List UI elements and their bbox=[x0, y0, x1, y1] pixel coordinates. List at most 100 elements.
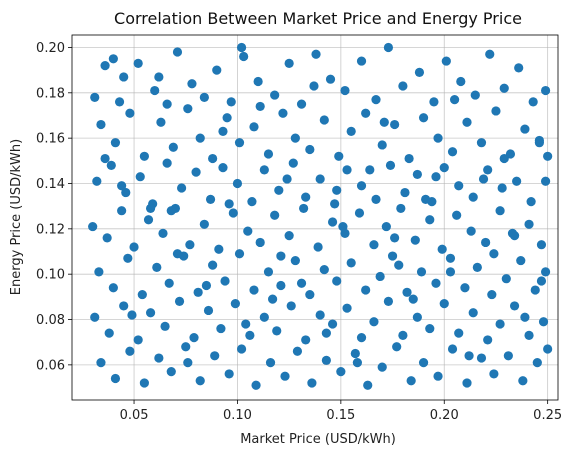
data-point bbox=[509, 301, 520, 311]
data-point bbox=[230, 299, 240, 309]
data-point bbox=[499, 83, 509, 93]
data-point bbox=[280, 371, 290, 381]
data-point bbox=[216, 323, 226, 334]
data-point bbox=[245, 330, 255, 340]
data-point bbox=[518, 376, 528, 386]
data-point bbox=[158, 228, 168, 238]
data-point bbox=[390, 233, 400, 243]
data-point bbox=[290, 255, 300, 266]
data-point bbox=[454, 328, 464, 338]
data-point bbox=[241, 319, 251, 329]
data-point bbox=[447, 147, 458, 157]
data-point bbox=[276, 280, 286, 291]
data-point bbox=[543, 151, 553, 161]
data-point bbox=[137, 289, 147, 300]
data-point bbox=[152, 262, 162, 272]
data-point bbox=[418, 357, 429, 368]
data-point bbox=[383, 296, 394, 306]
data-point bbox=[189, 333, 199, 343]
data-point bbox=[524, 219, 534, 229]
data-point bbox=[464, 351, 474, 361]
data-point bbox=[164, 278, 174, 288]
data-point bbox=[468, 308, 478, 318]
data-point bbox=[199, 92, 209, 102]
data-point bbox=[495, 319, 505, 329]
data-point bbox=[315, 310, 325, 320]
data-point bbox=[497, 183, 507, 193]
data-point bbox=[193, 287, 203, 297]
data-point bbox=[507, 228, 518, 238]
data-point bbox=[449, 95, 460, 105]
data-point bbox=[398, 330, 408, 340]
data-point bbox=[447, 344, 458, 354]
data-point bbox=[288, 158, 298, 168]
data-point bbox=[319, 115, 329, 125]
data-point bbox=[114, 97, 125, 107]
data-point bbox=[412, 312, 422, 322]
data-point bbox=[272, 326, 282, 336]
data-point bbox=[156, 117, 166, 127]
data-point bbox=[166, 206, 176, 216]
data-point bbox=[489, 369, 499, 379]
data-point bbox=[481, 237, 491, 248]
data-point bbox=[301, 192, 311, 202]
data-point bbox=[296, 278, 307, 288]
data-point bbox=[412, 169, 422, 180]
data-point bbox=[396, 203, 406, 214]
data-point bbox=[212, 65, 222, 75]
data-point bbox=[487, 289, 497, 300]
data-point bbox=[129, 242, 139, 252]
data-point bbox=[104, 328, 114, 338]
data-point bbox=[218, 163, 228, 173]
data-point bbox=[354, 208, 365, 218]
data-point bbox=[139, 151, 149, 161]
data-point bbox=[406, 376, 416, 386]
data-point bbox=[321, 328, 331, 338]
y-axis-label: Energy Price (USD/kWh) bbox=[9, 139, 24, 295]
data-point bbox=[342, 165, 352, 175]
data-point bbox=[363, 380, 373, 390]
data-point bbox=[296, 99, 307, 109]
data-point bbox=[90, 312, 100, 322]
data-point bbox=[501, 274, 511, 284]
data-point bbox=[383, 42, 394, 53]
data-point bbox=[369, 317, 379, 327]
data-point bbox=[307, 378, 317, 388]
data-point bbox=[127, 310, 137, 320]
data-point bbox=[536, 276, 547, 286]
data-point bbox=[514, 63, 524, 73]
data-point bbox=[530, 285, 540, 295]
data-point bbox=[431, 172, 441, 182]
data-point bbox=[520, 124, 530, 134]
data-point bbox=[325, 74, 336, 84]
data-point bbox=[282, 174, 292, 184]
data-point bbox=[431, 278, 441, 288]
data-point bbox=[154, 72, 164, 82]
x-tick-label: 0.20 bbox=[430, 408, 459, 423]
data-point bbox=[100, 61, 110, 71]
data-point bbox=[327, 217, 338, 227]
data-point bbox=[210, 351, 220, 361]
data-point bbox=[425, 323, 435, 334]
data-point bbox=[342, 303, 352, 313]
data-point bbox=[119, 72, 129, 82]
data-point bbox=[538, 317, 549, 327]
data-point bbox=[437, 244, 447, 254]
data-point bbox=[239, 51, 249, 62]
data-point bbox=[489, 249, 499, 259]
chart-title: Correlation Between Market Price and Ene… bbox=[114, 9, 522, 28]
data-point bbox=[208, 260, 218, 270]
data-point bbox=[203, 305, 214, 316]
x-tick-label: 0.15 bbox=[326, 408, 355, 423]
data-point bbox=[334, 151, 344, 161]
data-point bbox=[92, 176, 102, 186]
plot-area-frame bbox=[71, 34, 559, 401]
data-point bbox=[540, 267, 551, 277]
data-point bbox=[309, 81, 319, 91]
data-point bbox=[191, 167, 201, 177]
data-point bbox=[321, 355, 331, 365]
data-point bbox=[400, 187, 410, 198]
data-point bbox=[350, 348, 360, 359]
data-point bbox=[330, 199, 340, 209]
